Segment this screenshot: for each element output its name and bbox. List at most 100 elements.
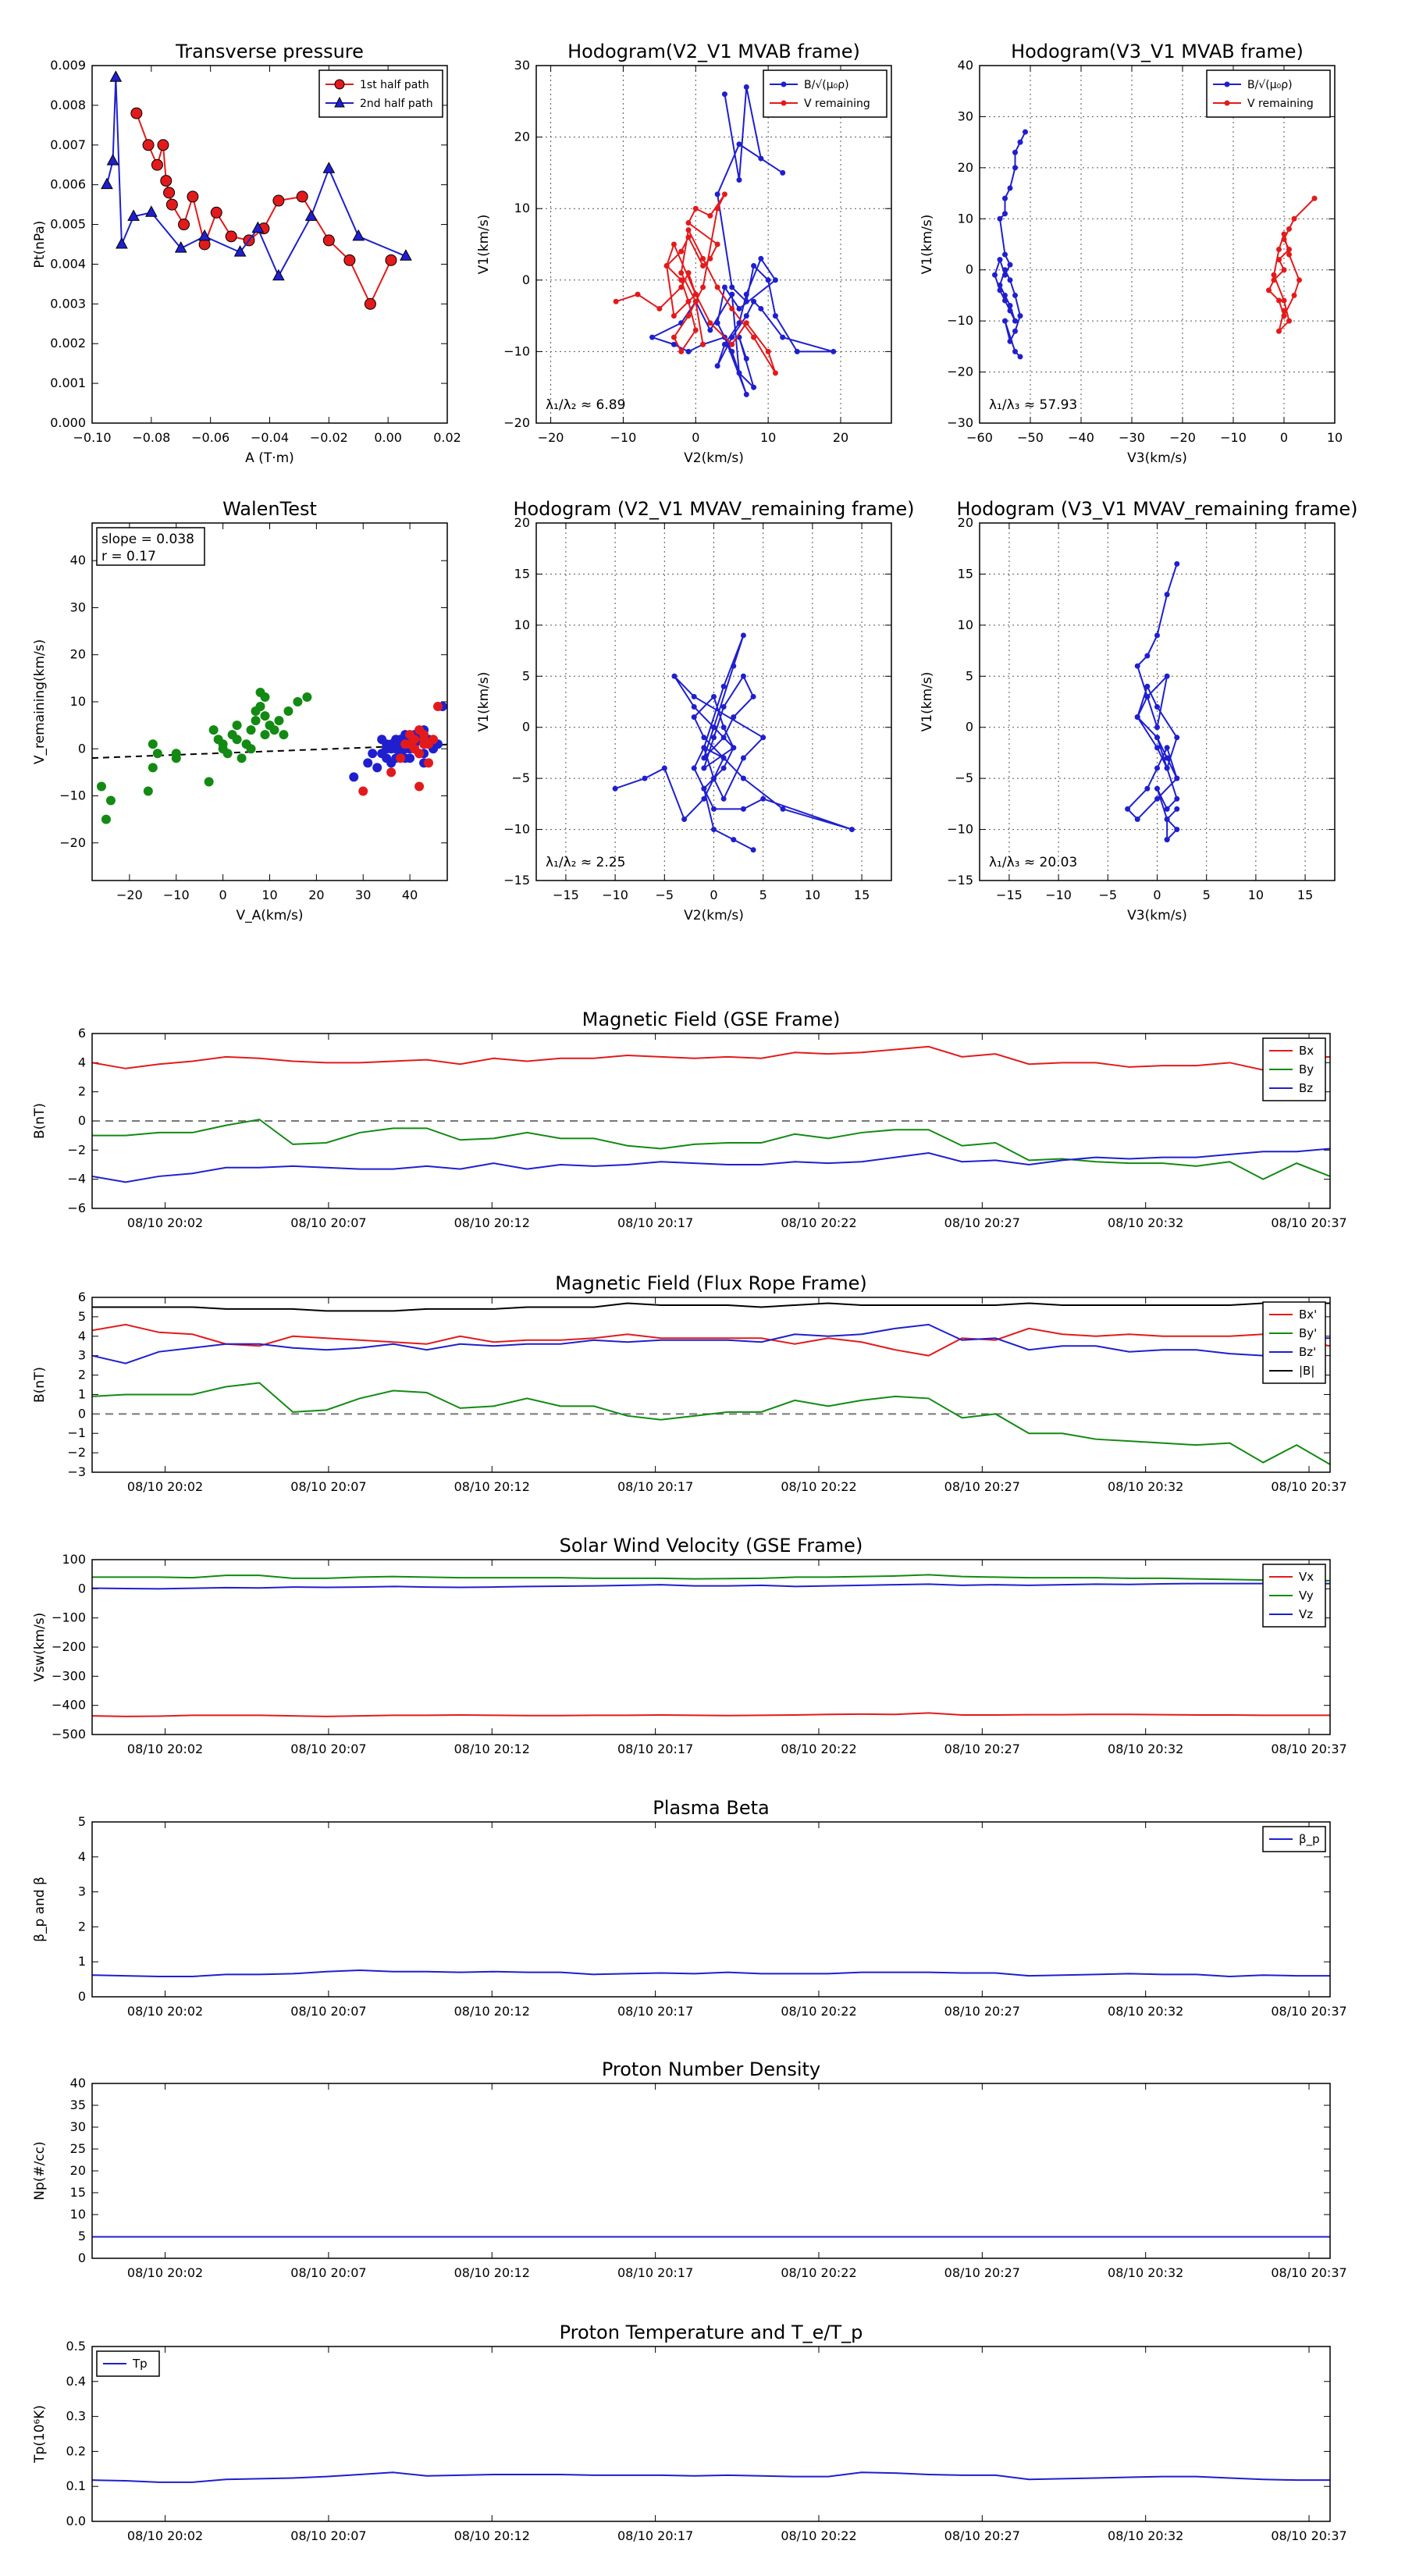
plot-area <box>992 129 1318 360</box>
plot-area <box>613 84 837 397</box>
y-tick-label: 20 <box>958 160 973 175</box>
data-point <box>293 697 303 706</box>
data-point <box>751 298 757 304</box>
data-point <box>274 716 284 726</box>
data-point <box>765 348 771 354</box>
x-tick-label: 08/10 20:12 <box>454 1742 530 1756</box>
y-axis-label: B(nT) <box>32 1367 48 1403</box>
data-point <box>780 334 786 340</box>
x-tick-label: 10 <box>805 888 820 902</box>
data-point <box>780 169 786 176</box>
y-tick-label: −30 <box>947 415 973 430</box>
data-point <box>997 215 1003 222</box>
series-line <box>91 1382 1331 1465</box>
data-point <box>1174 795 1180 802</box>
data-point <box>736 370 742 376</box>
data-point <box>691 693 697 699</box>
plot-area <box>101 70 412 310</box>
y-tick-label: 40 <box>70 2076 86 2090</box>
data-point <box>714 191 720 197</box>
y-tick-label: 0.006 <box>50 177 86 192</box>
y-tick-label: 35 <box>70 2097 86 2112</box>
legend: β_p <box>1262 1826 1326 1852</box>
data-point <box>1164 755 1170 761</box>
y-tick-label: 20 <box>514 515 530 530</box>
annotation-line: slope = 0.038 <box>101 532 194 547</box>
data-point <box>736 305 742 311</box>
x-tick-label: 0 <box>710 888 717 902</box>
data-point <box>1286 247 1292 253</box>
legend-label: B/√(μ₀ρ) <box>1247 79 1293 91</box>
x-tick-label: −10 <box>1220 430 1247 445</box>
x-tick-label: −10 <box>1045 888 1072 902</box>
data-point <box>152 749 162 759</box>
data-point <box>707 212 713 219</box>
x-tick-label: 40 <box>402 888 418 902</box>
data-point <box>772 313 778 319</box>
x-tick-label: 10 <box>1327 430 1343 445</box>
data-point <box>1144 683 1151 689</box>
data-point <box>232 720 242 731</box>
y-tick-label: −15 <box>503 873 530 888</box>
y-tick-label: 4 <box>78 1849 86 1864</box>
data-point <box>1002 195 1008 201</box>
x-tick-label: 08/10 20:32 <box>1108 1479 1183 1494</box>
series-line <box>1126 564 1179 842</box>
data-point <box>142 139 155 151</box>
y-tick-label: 15 <box>514 566 530 581</box>
y-tick-label: −200 <box>52 1639 86 1654</box>
x-tick-label: 08/10 20:22 <box>781 2528 856 2543</box>
x-tick-label: 08/10 20:17 <box>617 2004 693 2019</box>
data-point <box>678 284 685 290</box>
y-tick-label: −20 <box>947 365 973 379</box>
series-line <box>92 1574 1330 1582</box>
x-tick-label: −0.06 <box>191 430 229 445</box>
data-point <box>144 205 158 217</box>
y-tick-label: 0 <box>966 720 973 735</box>
y-tick-label: −10 <box>59 788 86 803</box>
x-tick-label: 0.02 <box>433 430 461 445</box>
series-line <box>994 131 1026 358</box>
data-point <box>1134 816 1140 822</box>
data-point <box>363 758 373 768</box>
y-axis-label: V1(km/s) <box>919 672 935 732</box>
x-tick-label: 30 <box>355 888 371 902</box>
data-point <box>758 305 764 311</box>
data-point <box>302 692 312 702</box>
y-tick-label: −10 <box>503 343 530 358</box>
data-point <box>1286 251 1292 258</box>
legend-marker <box>334 96 345 108</box>
x-tick-label: −0.08 <box>132 430 170 445</box>
data-point <box>400 249 412 261</box>
data-point <box>163 187 176 199</box>
data-point <box>743 84 749 90</box>
data-point <box>701 755 707 761</box>
chart-solar-wind-velocity: 08/10 20:02 08/10 20:07 08/10 20:12 08/10 2… <box>32 1535 1347 1756</box>
data-point <box>700 255 706 262</box>
legend-label: B/√(μ₀ρ) <box>804 79 849 91</box>
data-point <box>848 827 855 833</box>
data-point <box>740 775 746 781</box>
y-tick-label: −4 <box>67 1172 86 1187</box>
legend-box <box>1206 69 1331 118</box>
data-point <box>701 765 707 771</box>
data-point <box>661 765 667 771</box>
y-tick-label: 4 <box>78 1055 86 1069</box>
y-tick-label: 5 <box>522 668 530 683</box>
data-point <box>743 320 749 326</box>
data-point <box>279 730 289 740</box>
y-tick-label: 15 <box>70 2185 86 2200</box>
data-point <box>721 191 727 197</box>
x-tick-label: 08/10 20:07 <box>290 2528 366 2543</box>
x-tick-label: −5 <box>1099 888 1118 902</box>
x-tick-label: 08/10 20:07 <box>290 1215 366 1230</box>
y-tick-label: 30 <box>958 109 973 123</box>
data-point <box>685 220 692 226</box>
data-point <box>1276 328 1282 334</box>
y-tick-label: −1 <box>67 1425 86 1440</box>
data-point <box>758 155 764 162</box>
data-point <box>304 209 318 221</box>
legend-label: Bx' <box>1299 1308 1317 1322</box>
data-point <box>721 341 727 347</box>
x-tick-label: 08/10 20:12 <box>454 2528 530 2543</box>
